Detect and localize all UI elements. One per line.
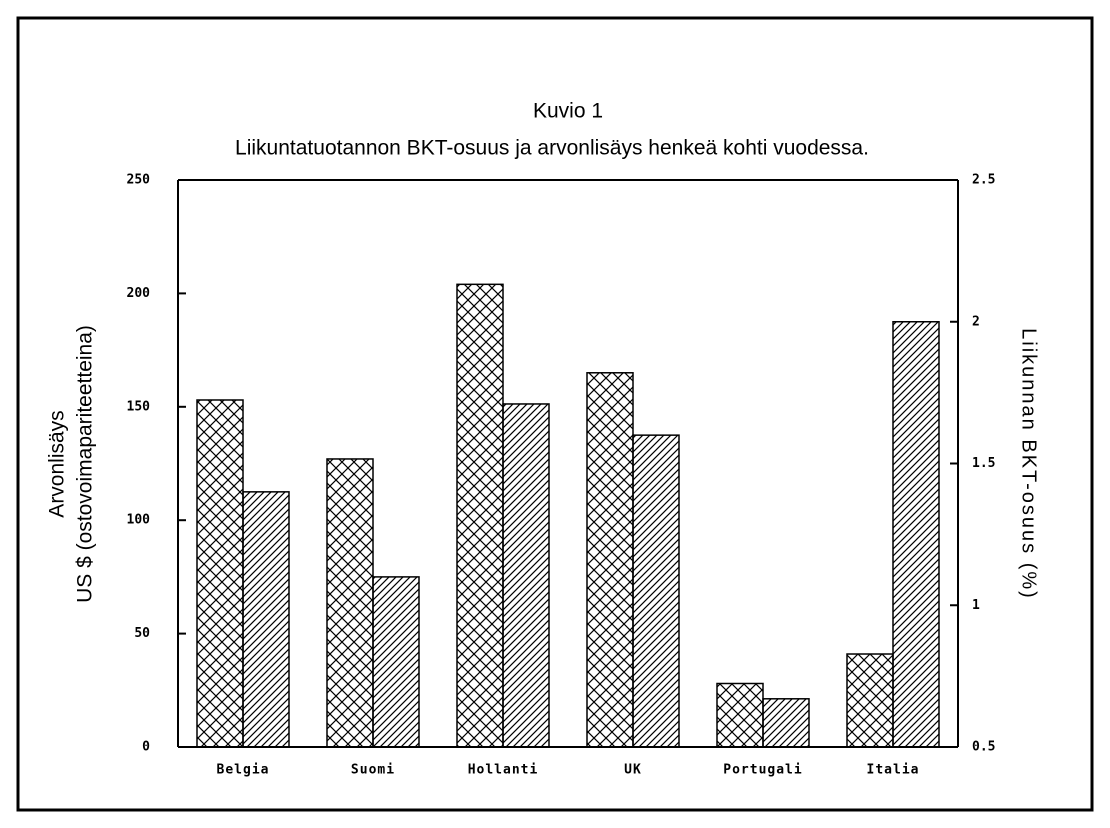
y2-tick-label: 2.5: [972, 173, 995, 188]
bar: [632, 434, 680, 748]
chart-subtitle: Liikuntatuotannon BKT-osuus ja arvonlisä…: [235, 137, 869, 160]
frame: [16, 16, 1094, 812]
y2-tick-label: 1.5: [972, 456, 995, 471]
x-tick-label: Belgia: [217, 763, 270, 778]
chart-title: Kuvio 1: [533, 100, 603, 123]
bar: [762, 698, 810, 748]
bar: [502, 403, 550, 748]
y2-tick-label: 2: [972, 314, 980, 329]
bar: [892, 321, 940, 748]
y-axis-label: Arvonlisäys: [46, 410, 69, 517]
y2-axis-label: Liikunnan BKT-osuus (%): [1018, 328, 1040, 600]
y-tick-label: 250: [127, 173, 151, 188]
bar: [456, 283, 504, 748]
y-tick-label: 100: [127, 513, 151, 528]
y-tick-label: 50: [134, 626, 150, 641]
bar: [242, 491, 290, 748]
bar: [196, 399, 244, 748]
bar: [846, 653, 894, 748]
y-tick-label: 150: [127, 399, 151, 414]
bar: [586, 372, 634, 748]
y2-tick-label: 0.5: [972, 740, 995, 755]
x-tick-label: Hollanti: [468, 763, 539, 778]
bar: [372, 576, 420, 748]
bar: [326, 458, 374, 748]
y-tick-label: 200: [127, 286, 151, 301]
x-tick-label: Suomi: [351, 763, 395, 778]
y2-tick-label: 1: [972, 598, 980, 613]
x-tick-label: Portugali: [723, 763, 802, 778]
y-tick-label: 0: [142, 740, 150, 755]
x-tick-label: UK: [624, 763, 642, 778]
y-axis-label: US $ (ostovoimapariteetteina): [74, 325, 97, 603]
bar: [716, 682, 764, 748]
x-tick-label: Italia: [867, 763, 920, 778]
